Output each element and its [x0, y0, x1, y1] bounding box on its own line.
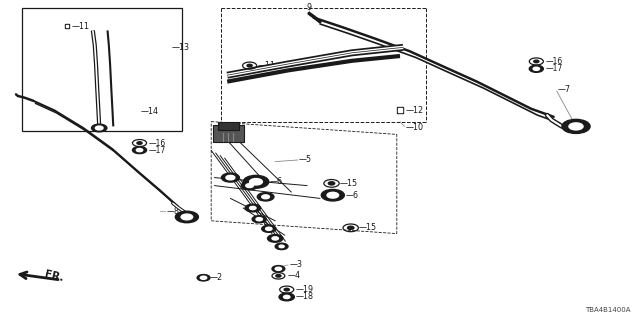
- Text: —8: —8: [166, 207, 179, 216]
- Circle shape: [327, 192, 339, 198]
- Polygon shape: [410, 51, 451, 74]
- Text: —13: —13: [172, 43, 189, 52]
- Circle shape: [284, 288, 289, 291]
- Text: —17: —17: [546, 64, 563, 73]
- Text: —16: —16: [149, 139, 166, 148]
- Circle shape: [137, 142, 142, 144]
- Circle shape: [181, 214, 193, 220]
- Circle shape: [562, 119, 590, 133]
- Circle shape: [250, 206, 256, 210]
- Circle shape: [533, 67, 540, 70]
- Polygon shape: [33, 101, 56, 113]
- Polygon shape: [506, 96, 538, 115]
- Polygon shape: [83, 128, 114, 151]
- Text: —11: —11: [72, 22, 90, 31]
- Circle shape: [221, 173, 239, 182]
- Text: 9: 9: [307, 4, 312, 12]
- Circle shape: [241, 181, 258, 190]
- Circle shape: [275, 243, 288, 250]
- Circle shape: [197, 275, 210, 281]
- Polygon shape: [477, 82, 512, 102]
- Circle shape: [284, 295, 290, 299]
- Circle shape: [243, 175, 269, 188]
- Text: —18: —18: [296, 292, 314, 301]
- Circle shape: [348, 226, 354, 229]
- Circle shape: [247, 64, 252, 67]
- Text: —1: —1: [219, 132, 232, 141]
- Circle shape: [279, 245, 284, 248]
- Polygon shape: [445, 67, 483, 88]
- Text: —15: —15: [339, 179, 357, 188]
- Circle shape: [95, 126, 103, 130]
- Text: —17: —17: [149, 146, 166, 155]
- Text: —5: —5: [299, 156, 312, 164]
- Text: —2: —2: [209, 273, 223, 282]
- Circle shape: [175, 211, 198, 223]
- Text: —6: —6: [270, 177, 283, 186]
- Circle shape: [136, 148, 143, 152]
- Text: —4: —4: [288, 271, 301, 280]
- Text: —3: —3: [289, 260, 302, 269]
- Circle shape: [252, 216, 266, 223]
- Circle shape: [529, 65, 543, 72]
- Polygon shape: [342, 27, 381, 45]
- Text: —10: —10: [406, 123, 424, 132]
- Circle shape: [272, 266, 285, 272]
- Text: —6: —6: [346, 191, 358, 200]
- Text: —16: —16: [546, 57, 563, 66]
- Text: —15: —15: [358, 223, 376, 232]
- Text: —19: —19: [296, 285, 314, 294]
- Bar: [22, 8, 182, 131]
- Circle shape: [132, 147, 147, 154]
- Polygon shape: [112, 149, 140, 174]
- Circle shape: [200, 276, 207, 279]
- Polygon shape: [374, 38, 416, 58]
- Polygon shape: [314, 18, 349, 34]
- Polygon shape: [160, 190, 180, 209]
- Circle shape: [92, 124, 107, 132]
- Circle shape: [272, 237, 278, 240]
- Text: —14: —14: [141, 107, 159, 116]
- Circle shape: [226, 175, 235, 180]
- Circle shape: [569, 123, 583, 130]
- Circle shape: [262, 195, 269, 199]
- Circle shape: [534, 60, 539, 63]
- Circle shape: [268, 235, 283, 242]
- Circle shape: [246, 184, 253, 188]
- FancyBboxPatch shape: [213, 125, 244, 142]
- Circle shape: [275, 267, 282, 270]
- Text: TBA4B1400A: TBA4B1400A: [585, 307, 630, 313]
- Polygon shape: [531, 109, 560, 123]
- Text: —11: —11: [257, 61, 275, 70]
- Polygon shape: [138, 171, 162, 193]
- Circle shape: [276, 275, 281, 277]
- Circle shape: [328, 182, 335, 185]
- Circle shape: [262, 225, 276, 232]
- Circle shape: [257, 193, 274, 201]
- Circle shape: [250, 179, 262, 185]
- Circle shape: [266, 227, 272, 230]
- Polygon shape: [54, 110, 85, 131]
- Circle shape: [321, 189, 344, 201]
- Text: —7: —7: [558, 85, 572, 94]
- Circle shape: [245, 204, 260, 212]
- FancyBboxPatch shape: [218, 122, 239, 130]
- Circle shape: [279, 293, 294, 301]
- Text: —12: —12: [405, 106, 423, 115]
- Text: FR.: FR.: [44, 269, 65, 283]
- Circle shape: [256, 218, 262, 221]
